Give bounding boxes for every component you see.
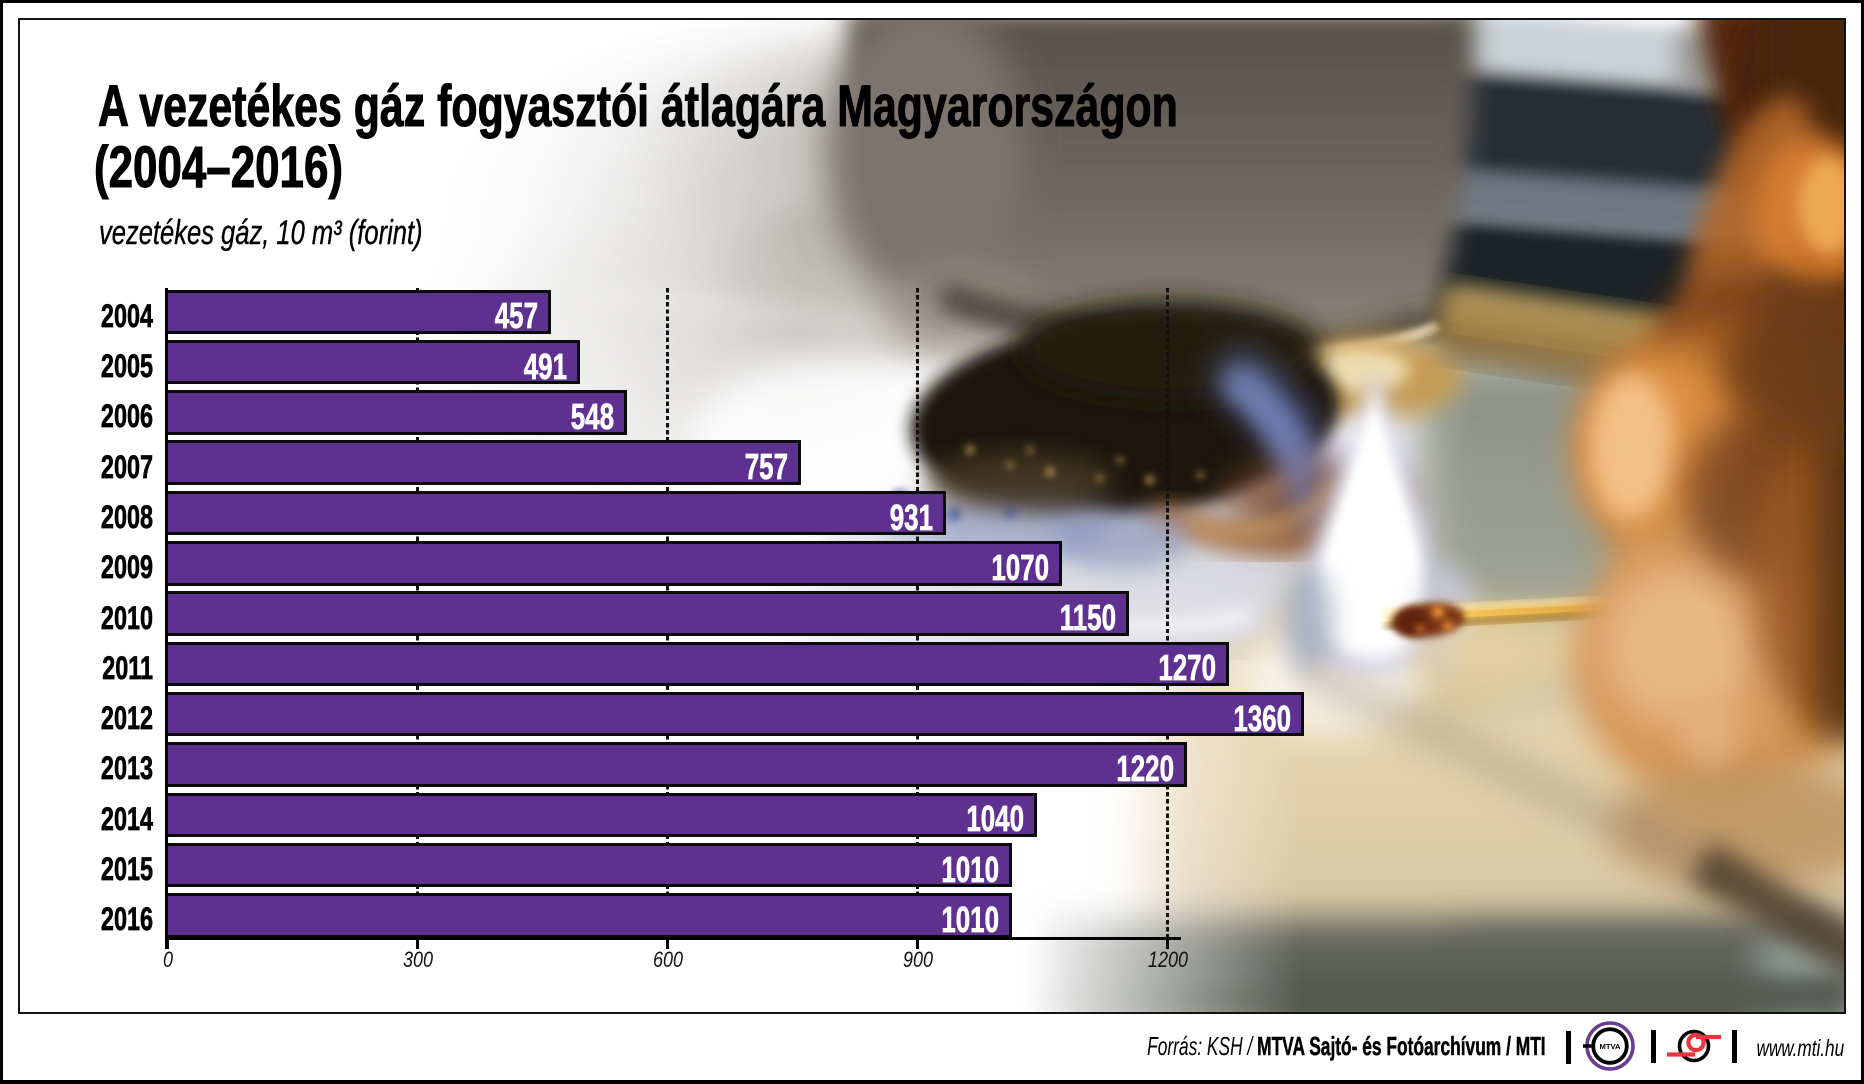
svg-text:MTVA: MTVA (1600, 1042, 1621, 1051)
